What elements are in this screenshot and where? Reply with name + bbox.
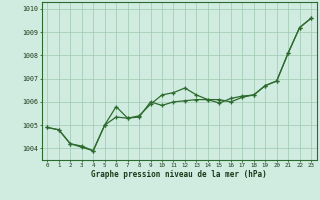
X-axis label: Graphe pression niveau de la mer (hPa): Graphe pression niveau de la mer (hPa) xyxy=(91,170,267,179)
